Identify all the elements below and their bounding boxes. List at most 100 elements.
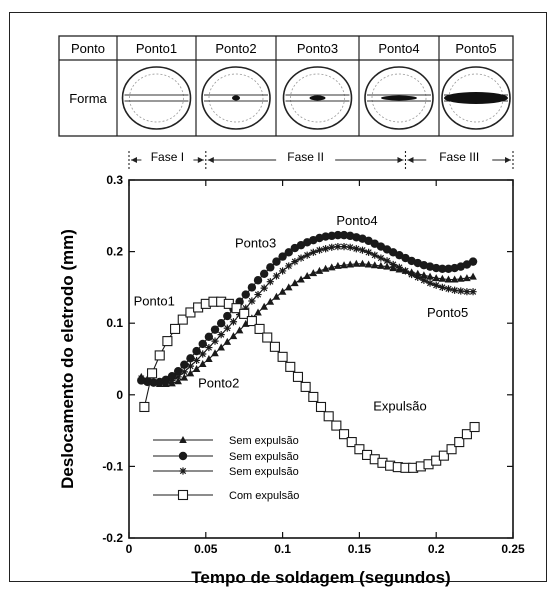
data-point — [358, 259, 367, 267]
data-point — [192, 346, 201, 356]
data-point — [352, 259, 361, 267]
data-point — [211, 349, 219, 357]
data-point — [143, 376, 152, 385]
data-point — [469, 288, 477, 296]
data-point — [352, 245, 360, 253]
data-point — [248, 297, 256, 305]
weld-inner-contour-icon — [371, 73, 427, 123]
data-point — [180, 373, 189, 381]
phase-arrow-left-icon — [407, 157, 414, 163]
data-point — [272, 257, 281, 266]
data-point — [438, 274, 447, 282]
data-point — [358, 246, 367, 254]
x-tick-label: 0.2 — [428, 542, 445, 556]
weld-cross-section-icon — [364, 66, 434, 130]
data-point — [389, 260, 397, 269]
weld-cross-section-icon — [121, 66, 192, 130]
data-point — [463, 274, 471, 282]
data-point — [247, 283, 257, 292]
data-point — [321, 232, 330, 241]
data-point — [426, 272, 434, 280]
table-header-point: Ponto4 — [378, 41, 419, 56]
data-point — [269, 341, 280, 352]
data-point — [346, 437, 357, 448]
data-point — [168, 376, 176, 385]
data-point — [377, 254, 385, 262]
data-point — [315, 246, 324, 254]
data-point — [444, 264, 453, 273]
data-point — [383, 257, 391, 265]
data-point — [235, 326, 244, 334]
data-point — [454, 437, 465, 448]
data-point — [327, 263, 336, 271]
data-point — [438, 264, 447, 273]
phase-label: Fase II — [287, 150, 324, 164]
phase-label: Fase III — [439, 150, 479, 164]
data-point — [162, 336, 173, 347]
data-point — [223, 324, 231, 332]
weld-cross-section-icon — [441, 66, 511, 130]
data-point — [156, 379, 164, 387]
data-point — [241, 290, 250, 299]
data-point — [338, 429, 350, 440]
data-point — [272, 292, 281, 300]
data-point — [346, 243, 354, 251]
data-point — [231, 303, 242, 314]
data-point — [186, 369, 195, 377]
data-point — [370, 261, 379, 269]
data-point — [420, 276, 428, 284]
data-point — [309, 269, 318, 277]
data-point — [246, 316, 257, 327]
phase-arrow-left-icon — [207, 157, 214, 163]
annotation-label: Expulsão — [373, 399, 426, 414]
data-point — [173, 366, 183, 376]
annotation-label: Ponto3 — [235, 235, 276, 250]
data-point — [315, 266, 324, 274]
data-point — [383, 262, 391, 270]
data-point — [266, 297, 275, 305]
data-point — [285, 262, 293, 270]
legend-marker — [178, 451, 188, 461]
data-point — [277, 351, 288, 362]
data-point — [137, 374, 145, 382]
data-point — [154, 350, 165, 361]
data-point — [217, 331, 225, 339]
data-point — [323, 411, 334, 422]
weld-nugget-icon — [309, 95, 326, 101]
data-point — [170, 323, 181, 334]
data-point — [444, 275, 453, 283]
data-point — [266, 278, 274, 286]
x-tick-label: 0.05 — [194, 542, 218, 556]
data-point — [210, 325, 220, 334]
figure-frame — [9, 12, 547, 582]
y-axis-label: Deslocamento do eletrodo (mm) — [58, 229, 77, 489]
data-point — [457, 287, 465, 295]
weld-cross-section-icon — [201, 66, 271, 130]
data-point — [239, 308, 250, 319]
data-point — [456, 274, 465, 282]
data-point — [461, 429, 472, 440]
legend-entry: Sem expulsão — [229, 466, 299, 478]
data-point — [198, 360, 207, 368]
data-point — [365, 248, 373, 256]
data-point — [371, 251, 379, 259]
shape-table — [58, 35, 514, 137]
phase-label-bg — [276, 150, 336, 164]
phase-label: Fase I — [151, 150, 184, 164]
annotation-label: Ponto2 — [198, 376, 239, 391]
data-point — [223, 337, 232, 345]
y-tick-label: 0 — [116, 388, 123, 402]
data-point — [297, 254, 305, 262]
data-point — [468, 257, 478, 266]
legend-entry: Sem expulsão — [229, 435, 299, 447]
data-point — [217, 343, 225, 351]
data-point — [204, 332, 214, 342]
data-point — [279, 267, 287, 275]
data-point — [432, 274, 440, 282]
data-point — [303, 251, 311, 259]
phase-arrow-left-icon — [131, 157, 137, 163]
data-point — [186, 362, 195, 370]
table-header-ponto: Ponto — [71, 41, 105, 56]
legend-marker — [179, 436, 187, 443]
data-point — [297, 275, 305, 283]
